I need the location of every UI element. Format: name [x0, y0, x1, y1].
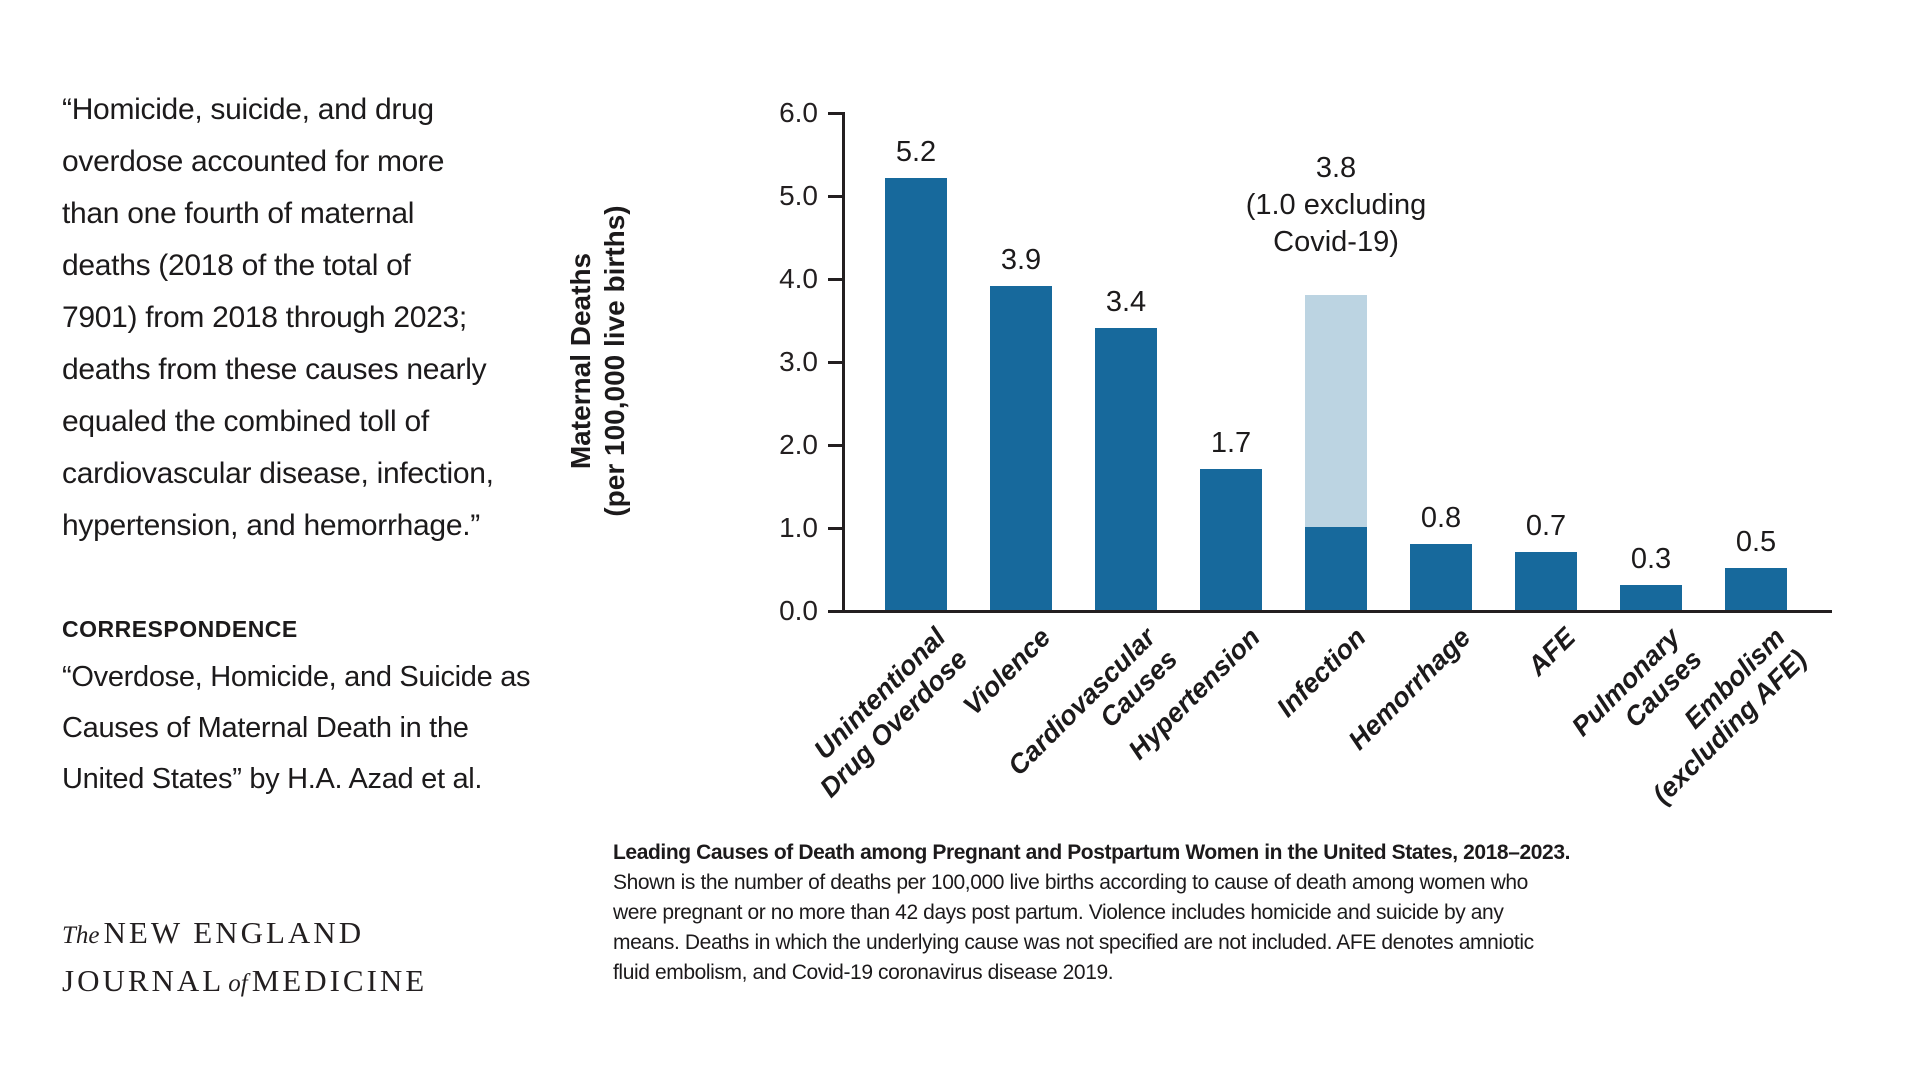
bar-value-label: 0.8 [1420, 502, 1462, 534]
pull-quote-line: cardiovascular disease, infection, [62, 457, 494, 490]
bar [990, 286, 1052, 610]
y-axis-title: Maternal Deaths (per 100,000 live births… [564, 51, 632, 671]
bar-value-label: 0.5 [1735, 526, 1777, 558]
bar-infection-dark [1305, 527, 1367, 610]
correspondence-reference-line: United States” by H.A. Azad et al. [62, 763, 483, 795]
figure-caption-line: means. Deaths in which the underlying ca… [613, 931, 1534, 954]
pull-quote-line: deaths from these causes nearly [62, 353, 487, 386]
correspondence-heading: CORRESPONDENCE [62, 616, 298, 642]
nejm-logo-line-2: JOURNAL of MEDICINE [62, 960, 427, 1008]
bar [1515, 552, 1577, 610]
bar [1725, 568, 1787, 610]
pull-quote-line: 7901) from 2018 through 2023; [62, 301, 467, 334]
y-axis-title-line: (per 100,000 live births) [599, 205, 630, 517]
pull-quote-line: hypertension, and hemorrhage.” [62, 509, 480, 542]
logo-word-journal: JOURNAL [62, 963, 225, 998]
nejm-logo-line-1: The NEW ENGLAND [62, 912, 427, 960]
x-category-label: Unintentional Drug Overdose [808, 622, 974, 804]
correspondence-reference-line: “Overdose, Homicide, and Suicide as [62, 661, 531, 693]
x-category-label: AFE [1521, 622, 1582, 682]
bar-value-label: 1.7 [1210, 427, 1252, 459]
y-tick-label: 2.0 [779, 429, 818, 460]
x-category-label: Infection [1270, 622, 1372, 723]
bar [1620, 585, 1682, 610]
y-tick-label: 3.0 [779, 346, 818, 377]
infection-annotation: 3.8 (1.0 excluding Covid-19) [1245, 152, 1427, 258]
logo-word-of: of [228, 970, 248, 997]
y-tick-mark [828, 278, 842, 281]
y-tick-label: 1.0 [779, 512, 818, 543]
pull-quote: “Homicide, suicide, and drug overdose ac… [62, 84, 582, 552]
bar-infection-light [1305, 295, 1367, 527]
bar-value-label: 3.9 [1000, 244, 1042, 276]
y-axis-line [842, 112, 845, 613]
pull-quote-line: overdose accounted for more [62, 145, 445, 178]
bar [885, 178, 947, 610]
bar [1410, 544, 1472, 610]
y-tick-label: 5.0 [779, 180, 818, 211]
logo-word-new-england: NEW ENGLAND [103, 915, 365, 950]
bar-value-label: 3.4 [1105, 286, 1147, 318]
y-tick-mark [828, 195, 842, 198]
y-tick-mark [828, 361, 842, 364]
bar-value-label: 0.7 [1525, 510, 1567, 542]
bar [1200, 469, 1262, 610]
nejm-logo: The NEW ENGLAND JOURNAL of MEDICINE [62, 912, 427, 1008]
y-tick-mark [828, 527, 842, 530]
y-tick-label: 6.0 [779, 97, 818, 128]
bar-value-label: 5.2 [895, 136, 937, 168]
pull-quote-line: equaled the combined toll of [62, 405, 429, 438]
logo-word-medicine: MEDICINE [251, 963, 428, 998]
figure-caption: Leading Causes of Death among Pregnant a… [613, 838, 1570, 988]
pull-quote-line: than one fourth of maternal [62, 197, 415, 230]
y-tick-mark [828, 444, 842, 447]
y-tick-label: 0.0 [779, 595, 818, 626]
logo-word-the: The [62, 922, 100, 949]
y-tick-label: 4.0 [779, 263, 818, 294]
y-tick-mark [828, 610, 842, 613]
figure-caption-line: were pregnant or no more than 42 days po… [613, 901, 1504, 924]
y-axis-title-line: Maternal Deaths [565, 252, 596, 470]
bar-value-label: 0.3 [1630, 543, 1672, 575]
correspondence-reference: “Overdose, Homicide, and Suicide as Caus… [62, 652, 531, 805]
x-axis-line [842, 610, 1832, 613]
x-category-label: Violence [957, 622, 1057, 722]
pull-quote-line: “Homicide, suicide, and drug [62, 93, 434, 126]
figure-caption-line: fluid embolism, and Covid-19 coronavirus… [613, 961, 1114, 984]
figure-caption-line: Shown is the number of deaths per 100,00… [613, 871, 1528, 894]
figure-caption-title: Leading Causes of Death among Pregnant a… [613, 841, 1571, 864]
y-tick-mark [828, 112, 842, 115]
correspondence-reference-line: Causes of Maternal Death in the [62, 712, 469, 744]
pull-quote-line: deaths (2018 of the total of [62, 249, 411, 282]
bar [1095, 328, 1157, 610]
